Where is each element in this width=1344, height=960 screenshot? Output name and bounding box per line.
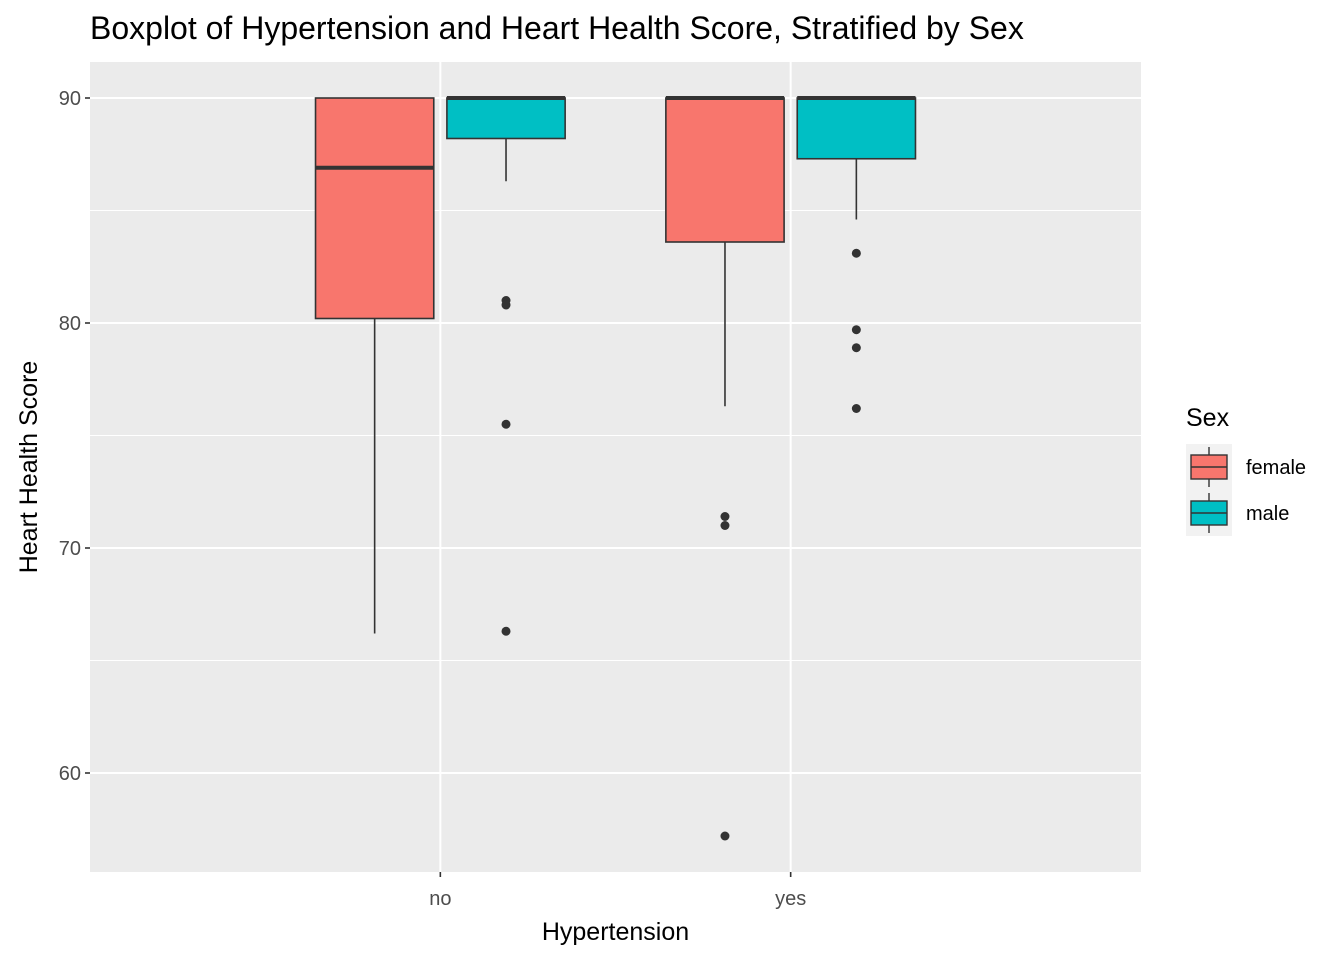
y-axis-title: Heart Health Score [15,361,43,574]
legend-label: female [1246,457,1306,479]
box-iqr [665,97,785,243]
legend: Sex female male [1186,404,1306,536]
y-tick-label: 70 [59,538,81,560]
axes: 60 70 80 90 no yes [59,88,806,910]
outlier-point [501,300,511,310]
box-iqr [314,97,435,320]
outlier-point [851,248,861,258]
box-iqr [446,97,566,140]
boxplot-female-no [314,97,435,634]
outlier-point [501,626,511,636]
outlier-point [851,404,861,413]
y-tick-label: 80 [59,313,81,335]
legend-item-female: female [1190,447,1306,487]
boxplots [314,96,917,841]
chart-title: Boxplot of Hypertension and Heart Health… [90,10,1024,46]
legend-item-male: male [1190,493,1289,533]
boxplot-male-yes [796,96,917,413]
outlier-point [720,831,730,841]
box-iqr [796,97,917,160]
legend-label: male [1246,503,1289,525]
x-tick-label: yes [775,888,806,910]
outlier-point [720,512,730,521]
boxplot-male-no [446,96,566,636]
legend-title: Sex [1186,404,1230,432]
x-axis-title: Hypertension [542,918,689,946]
grid-lines [90,62,1141,872]
y-tick-label: 60 [59,763,81,785]
y-tick-label: 90 [59,88,81,110]
boxplot-female-yes [665,96,785,841]
outlier-point [851,325,861,335]
plot-panel [90,62,1141,872]
outlier-point [501,419,511,429]
outlier-point [720,521,730,530]
outlier-point [851,343,861,353]
x-tick-label: no [429,888,451,910]
